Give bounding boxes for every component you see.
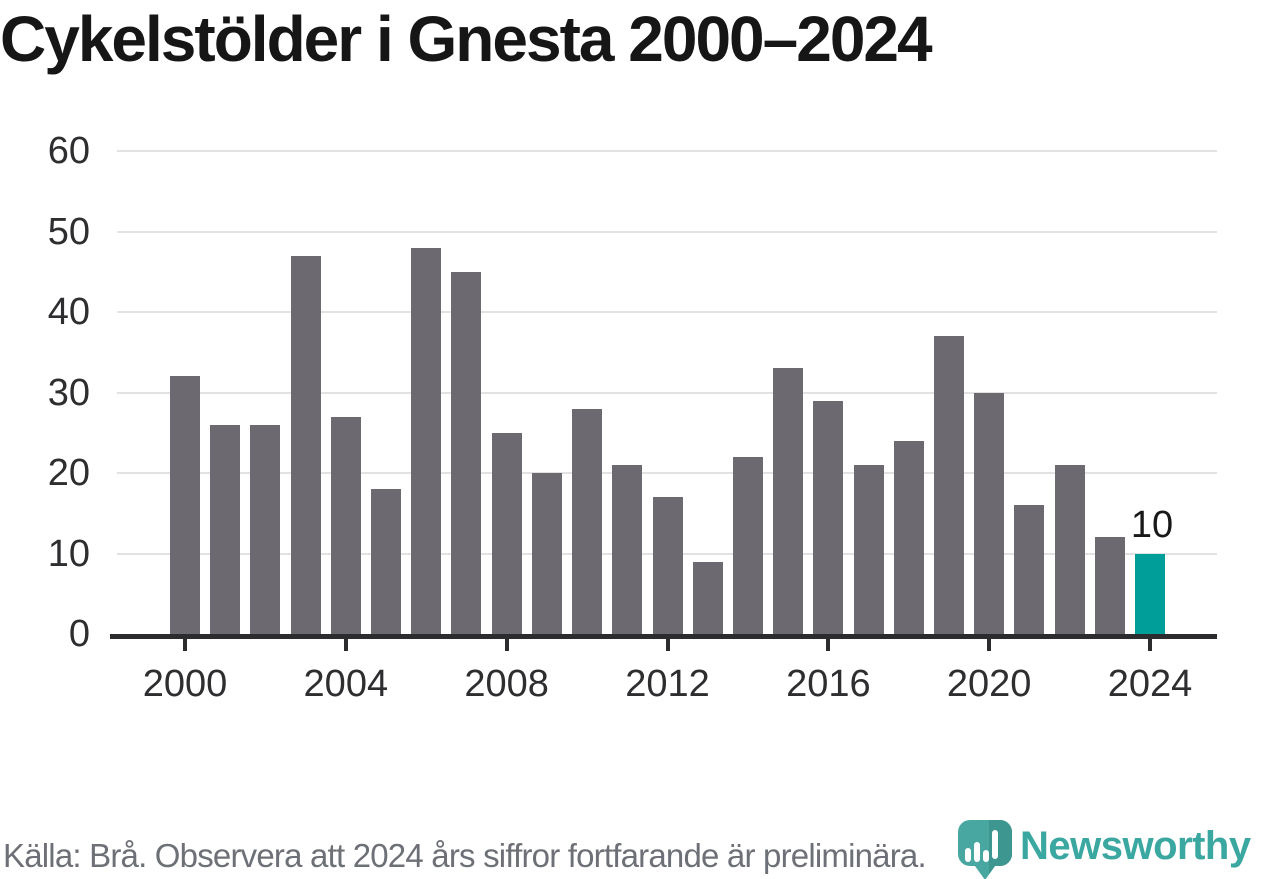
bar-2015: [773, 368, 804, 634]
x-axis-tick: [826, 637, 831, 651]
bar-2000: [170, 376, 200, 634]
bar-2021: [1014, 505, 1045, 634]
bar-2007: [451, 271, 482, 634]
bar-2003: [290, 255, 321, 634]
x-axis-label: 2020: [946, 663, 1032, 705]
x-axis-tick: [504, 637, 509, 651]
bar-2019: [933, 336, 964, 634]
bar-2023: [1094, 537, 1125, 634]
source-note: Källa: Brå. Observera att 2024 års siffr…: [3, 837, 927, 874]
newsworthy-logo-text: Newsworthy: [1020, 824, 1251, 868]
bar-2011: [612, 464, 643, 634]
gridline-y60: [117, 150, 1217, 152]
x-axis-label: 2008: [464, 663, 549, 705]
x-axis-tick: [1148, 637, 1153, 651]
bar-2002: [250, 424, 281, 634]
chart-title: Cykelstölder i Gnesta 2000–2024: [0, 3, 933, 75]
bar-2017: [853, 464, 884, 634]
bar-2008: [491, 432, 522, 634]
bar-2006: [411, 247, 442, 634]
bar-2012: [652, 497, 683, 634]
y-axis-label: 40: [47, 291, 90, 333]
bar-2014: [732, 456, 763, 634]
x-axis-tick: [987, 637, 992, 651]
newsworthy-speech-bubble-barchart-icon: [956, 818, 1014, 879]
bar-2020: [974, 392, 1005, 634]
bar-value-label: 10: [1130, 503, 1174, 546]
bar-2005: [371, 489, 402, 634]
gridline-y50: [117, 230, 1217, 233]
x-axis-label: 2004: [303, 663, 389, 705]
y-axis-label: 50: [47, 210, 90, 253]
x-axis-label: 2000: [142, 663, 228, 705]
y-axis-label: 0: [68, 613, 90, 655]
bar-2022: [1054, 464, 1085, 634]
y-axis-label: 30: [47, 371, 90, 414]
x-axis-label: 2012: [625, 663, 710, 705]
bar-2004: [330, 416, 361, 634]
x-axis-tick: [665, 637, 670, 651]
x-axis-label: 2024: [1107, 663, 1193, 705]
bar-2001: [210, 424, 241, 634]
x-axis-line: [110, 634, 1217, 639]
bar-2016: [813, 400, 844, 634]
bar-2018: [893, 440, 924, 634]
bar-2024-highlighted: [1135, 553, 1166, 634]
x-axis-tick: [343, 637, 348, 651]
x-axis-label: 2016: [786, 663, 871, 705]
x-axis-tick: [183, 637, 187, 651]
bar-2009: [531, 473, 562, 634]
gridline-y20: [117, 472, 1217, 474]
bar-2013: [692, 561, 723, 634]
y-axis-label: 60: [47, 130, 90, 172]
bar-2010: [572, 408, 603, 634]
gridline-y30: [117, 391, 1217, 394]
gridline-y40: [117, 311, 1217, 313]
y-axis-label: 20: [47, 452, 90, 494]
y-axis-label: 10: [47, 532, 90, 575]
